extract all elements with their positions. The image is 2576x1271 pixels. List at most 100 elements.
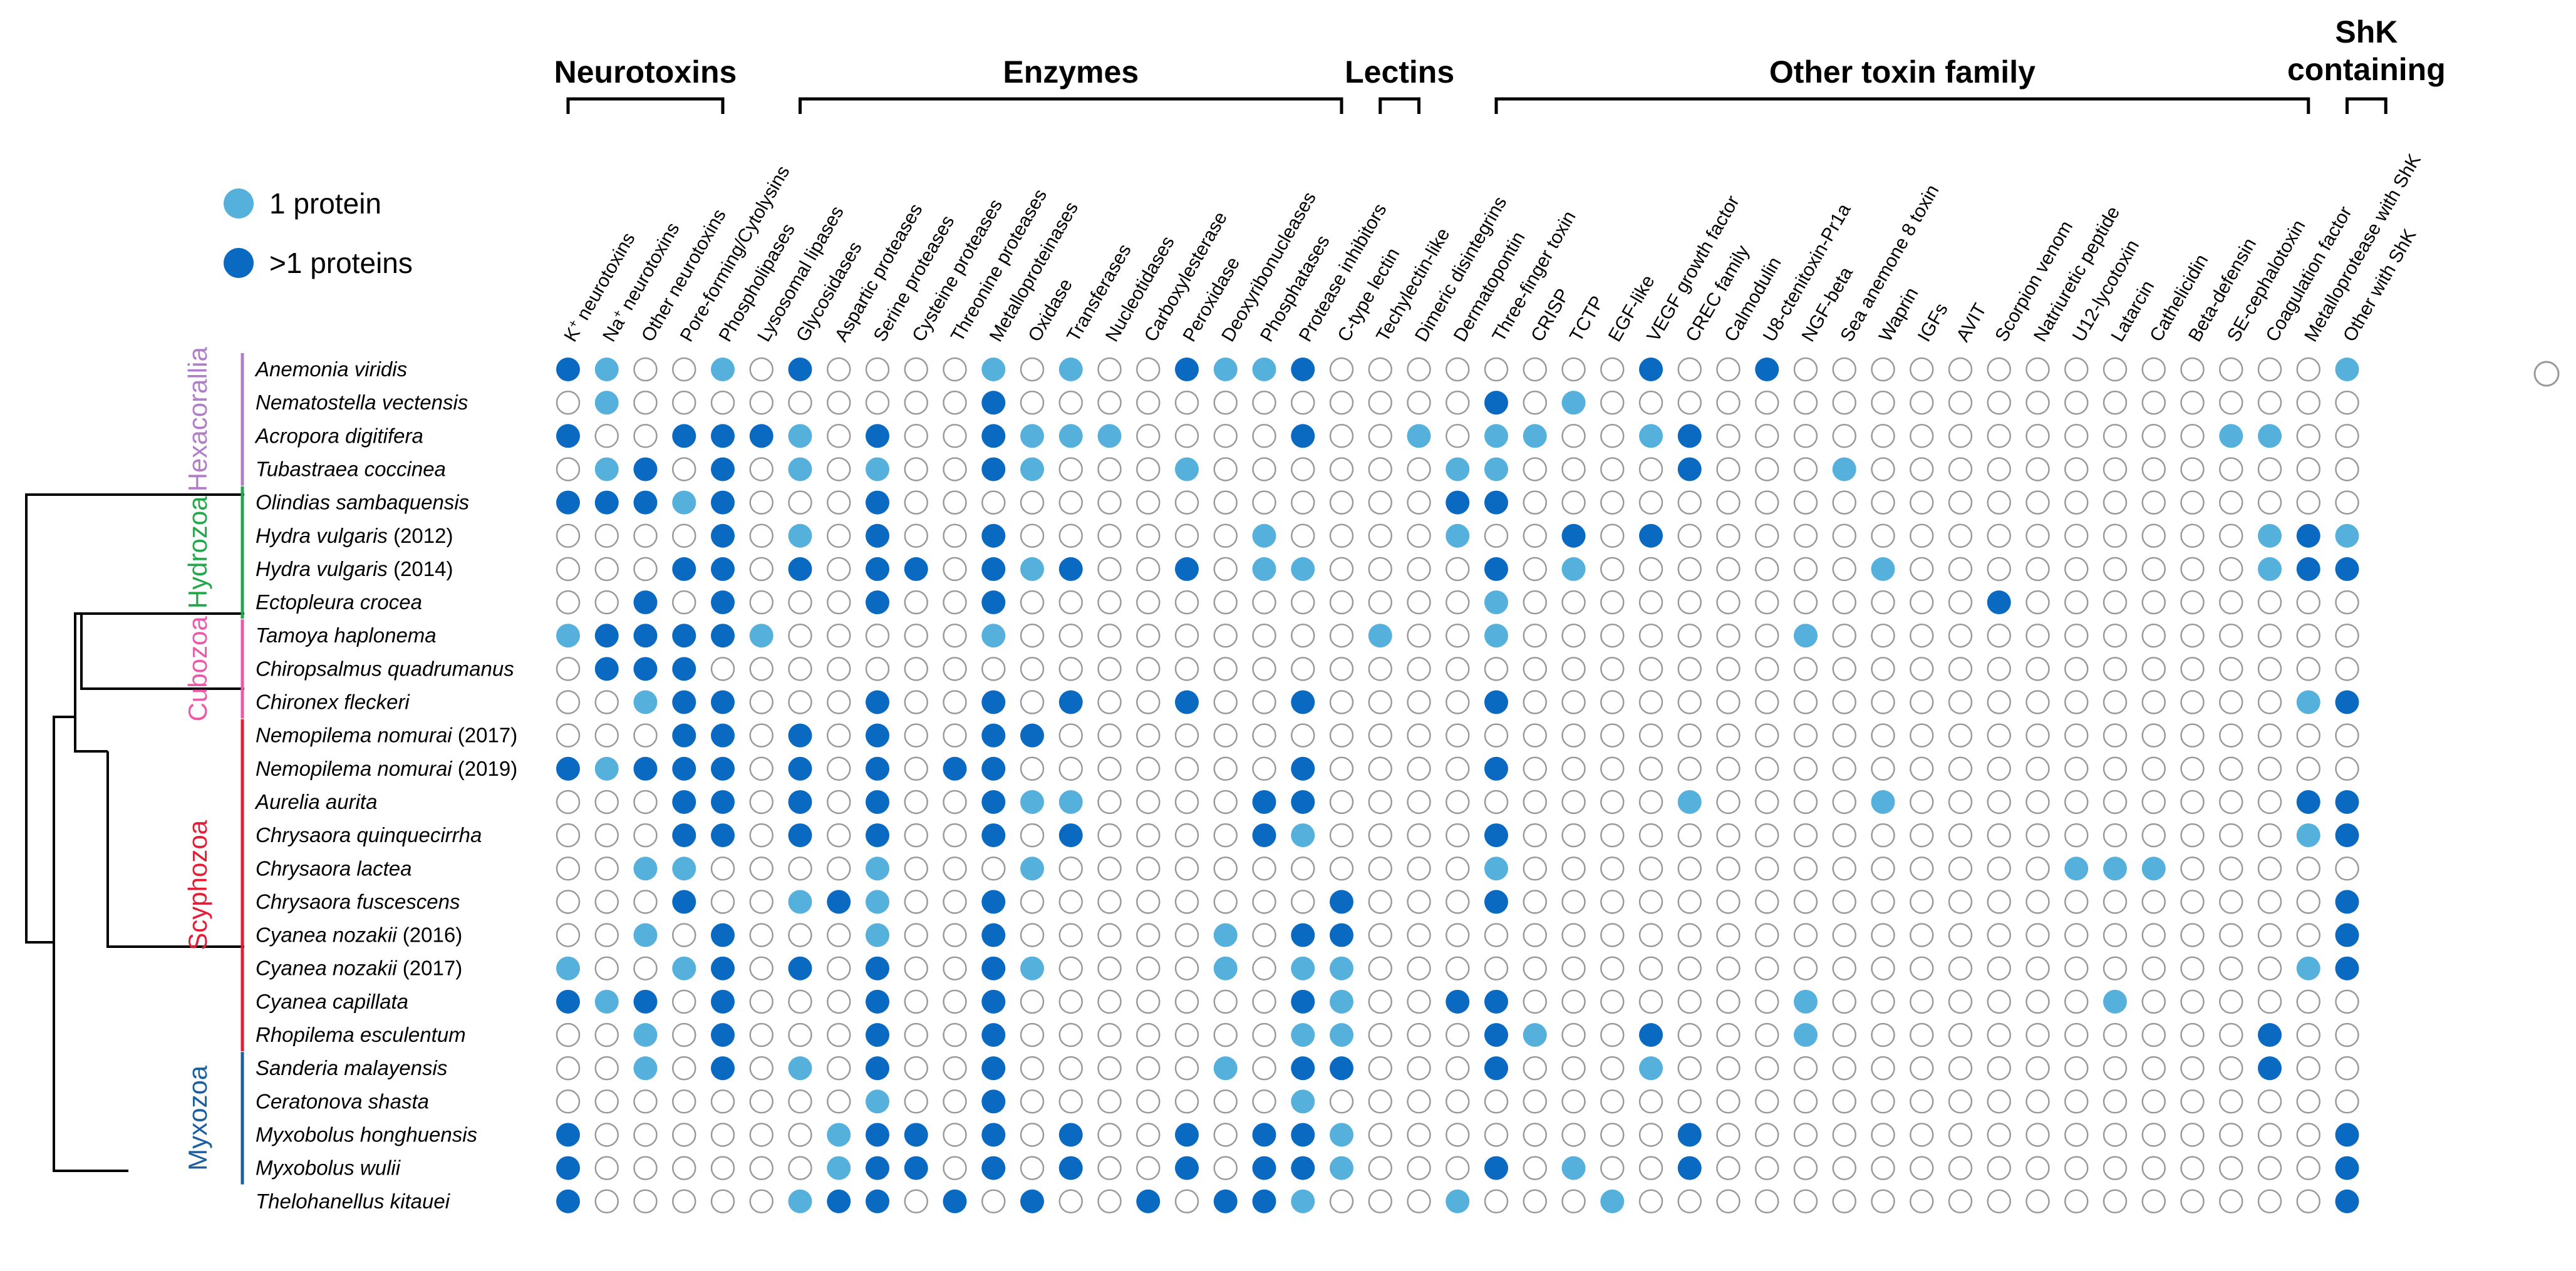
dot-r23-c20 <box>1330 1123 1353 1147</box>
dot-r15-c10 <box>943 857 967 881</box>
group-label-2: Cubozoa <box>183 616 212 722</box>
dot-r23-c39 <box>2064 1123 2089 1147</box>
dot-r6-c14 <box>1097 557 1122 582</box>
dot-r23-c30 <box>1716 1123 1741 1147</box>
dot-r13-c14 <box>1097 790 1122 815</box>
dot-r2-c2 <box>633 424 658 448</box>
dot-r6-c15 <box>1136 557 1161 582</box>
dot-r24-c5 <box>749 1156 773 1180</box>
dot-r1-c1 <box>594 391 619 415</box>
dot-r6-c7 <box>827 557 851 582</box>
dot-r2-c11 <box>981 424 1006 448</box>
taxon-groups: Hexacorallia Hydrozoa Cubozoa Scyphozoa Myxo… <box>183 347 244 1185</box>
dot-r23-c26 <box>1561 1123 1586 1147</box>
dot-r9-c2 <box>633 657 658 681</box>
dot-r2-c27 <box>1600 424 1625 448</box>
dot-r20-c41 <box>2141 1022 2166 1047</box>
dot-r10-c8 <box>866 690 889 714</box>
dot-r15-c44 <box>2257 857 2282 881</box>
dot-r8-c13 <box>1058 623 1083 648</box>
dot-r8-c14 <box>1097 623 1122 648</box>
dot-r15-c38 <box>2025 857 2050 881</box>
dot-r8-c39 <box>2064 623 2089 648</box>
dot-r7-c41 <box>2141 590 2166 615</box>
dot-r24-c8 <box>866 1156 889 1180</box>
dot-r19-c27 <box>1600 989 1625 1014</box>
dot-r19-c6 <box>788 989 812 1014</box>
dot-r3-c0 <box>556 457 581 481</box>
dot-r16-c23 <box>1446 890 1470 914</box>
dot-r1-c20 <box>1329 390 1354 415</box>
dot-r10-c5 <box>749 690 773 714</box>
dot-r13-c9 <box>904 790 928 815</box>
dot-r7-c4 <box>711 590 735 615</box>
dot-r13-c43 <box>2219 790 2243 815</box>
dot-r5-c7 <box>827 523 851 548</box>
dot-r4-c28 <box>1638 490 1663 515</box>
dot-r6-c22 <box>1407 557 1431 582</box>
dot-r5-c17 <box>1213 523 1238 548</box>
dot-r10-c1 <box>594 690 619 714</box>
dot-r23-c22 <box>1407 1123 1431 1147</box>
species-label-16: Chrysaora fuscescens <box>256 890 460 913</box>
dot-r22-c9 <box>904 1089 928 1114</box>
dot-r2-c31 <box>1755 424 1779 448</box>
dot-r4-c9 <box>904 490 928 515</box>
dot-r2-c25 <box>1523 424 1547 448</box>
category-bracket-4 <box>2346 97 2387 114</box>
dot-r21-c38 <box>2025 1056 2050 1081</box>
dot-r20-c8 <box>866 1023 889 1047</box>
dot-r24-c3 <box>672 1156 696 1180</box>
dot-r4-c16 <box>1174 490 1199 515</box>
dot-r24-c13 <box>1058 1156 1083 1180</box>
dot-r4-c33 <box>1832 490 1856 515</box>
dot-r13-c3 <box>672 790 696 814</box>
dot-r16-c34 <box>1871 890 1895 914</box>
dot-r10-c35 <box>1910 690 1934 714</box>
dot-r6-c13 <box>1058 557 1083 581</box>
dot-r9-c38 <box>2025 657 2050 681</box>
dot-r18-c36 <box>1948 956 1973 980</box>
dot-r16-c31 <box>1755 890 1779 914</box>
dot-r6-c23 <box>1446 557 1470 582</box>
dot-r13-c31 <box>1755 790 1779 815</box>
dot-r21-c3 <box>672 1056 696 1081</box>
dot-r17-c30 <box>1716 923 1741 947</box>
dot-r25-c25 <box>1523 1189 1547 1213</box>
dot-r18-c4 <box>711 956 735 980</box>
dot-r0-c25 <box>1523 357 1547 382</box>
dot-r18-c32 <box>1793 956 1818 980</box>
dot-r2-c38 <box>2025 424 2050 448</box>
dot-r17-c42 <box>2180 923 2205 947</box>
dot-r15-c2 <box>633 857 658 881</box>
dot-r3-c26 <box>1561 457 1586 481</box>
category-headers: Neurotoxins Enzymes Lectins Other toxin fam… <box>554 14 2446 114</box>
dot-r3-c45 <box>2296 457 2320 481</box>
dot-r20-c37 <box>1987 1022 2011 1047</box>
dot-r3-c23 <box>1446 457 1470 481</box>
dot-r19-c45 <box>2296 989 2320 1014</box>
dot-r21-c14 <box>1097 1056 1122 1081</box>
dot-r4-c13 <box>1058 490 1083 515</box>
dot-r5-c22 <box>1407 523 1431 548</box>
dot-r17-c41 <box>2141 923 2166 947</box>
dot-r16-c5 <box>749 890 773 914</box>
dot-r19-c7 <box>827 989 851 1014</box>
dot-r0-c36 <box>1948 357 1973 382</box>
dot-r2-c17 <box>1213 424 1238 448</box>
dot-r8-c24 <box>1484 624 1508 648</box>
dot-r21-c20 <box>1330 1056 1353 1081</box>
dot-r15-c16 <box>1174 857 1199 881</box>
dot-r16-c27 <box>1600 890 1625 914</box>
dot-r13-c20 <box>1329 790 1354 815</box>
dot-r14-c38 <box>2025 823 2050 848</box>
dot-r14-c3 <box>672 823 696 848</box>
dot-r17-c36 <box>1948 923 1973 947</box>
dot-r13-c15 <box>1136 790 1161 815</box>
dot-r1-c34 <box>1871 390 1895 415</box>
dot-r10-c44 <box>2257 690 2282 714</box>
dot-r25-c41 <box>2141 1189 2166 1213</box>
dot-r12-c22 <box>1407 756 1431 781</box>
dot-r7-c22 <box>1407 590 1431 615</box>
dot-r0-c4 <box>711 358 735 381</box>
